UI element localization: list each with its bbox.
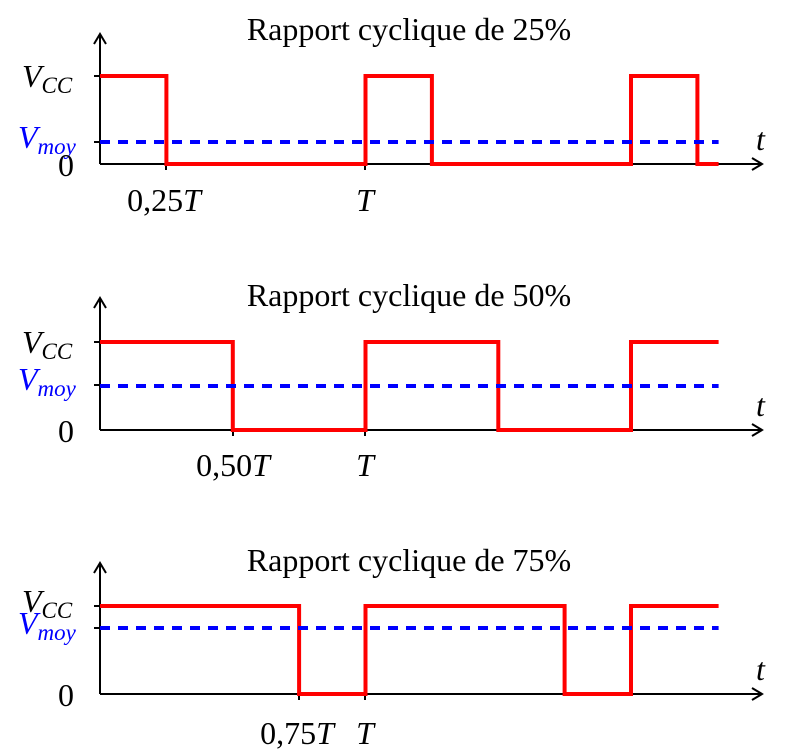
y-axis-arrow	[93, 296, 107, 309]
y-axis-arrow	[93, 561, 107, 574]
y-tick-label-vcc: VCC	[22, 583, 73, 623]
chart-title: Rapport cyclique de 50%	[247, 277, 571, 313]
y-tick-label-zero: 0	[58, 413, 74, 449]
x-axis-arrow	[751, 423, 764, 437]
x-tick-label-duty: 0,75T	[260, 715, 336, 751]
chart-title: Rapport cyclique de 75%	[247, 542, 571, 578]
x-tick-label-duty: 0,50T	[196, 447, 272, 483]
chart-panel-1: Rapport cyclique de 25% t VCC Vmoy 0 0,2…	[18, 11, 766, 218]
y-tick-label-zero: 0	[58, 147, 74, 183]
chart-title: Rapport cyclique de 25%	[247, 11, 571, 47]
y-tick-label-vcc: VCC	[22, 324, 73, 364]
x-axis-arrow	[751, 687, 764, 701]
y-axis-arrow	[93, 32, 107, 45]
pwm-signal	[100, 604, 719, 696]
x-tick-label-period: T	[356, 182, 376, 218]
x-tick-label-duty: 0,25T	[127, 182, 203, 218]
chart-panel-2: Rapport cyclique de 50% t VCC Vmoy 0 0,5…	[18, 277, 766, 483]
x-axis-label: t	[756, 651, 766, 687]
y-tick-label-zero: 0	[58, 677, 74, 713]
y-tick-label-vmoy: Vmoy	[18, 605, 77, 645]
x-axis-label: t	[756, 387, 766, 423]
y-tick-label-vcc: VCC	[22, 58, 73, 98]
x-tick-label-period: T	[356, 447, 376, 483]
y-tick-label-vmoy: Vmoy	[18, 119, 77, 159]
pwm-signal	[100, 74, 719, 166]
chart-panel-3: Rapport cyclique de 75% t VCC Vmoy 0 0,7…	[18, 542, 766, 751]
x-axis-label: t	[756, 121, 766, 157]
y-tick-label-vmoy: Vmoy	[18, 361, 77, 401]
x-tick-label-period: T	[356, 715, 376, 751]
x-axis-arrow	[751, 157, 764, 171]
